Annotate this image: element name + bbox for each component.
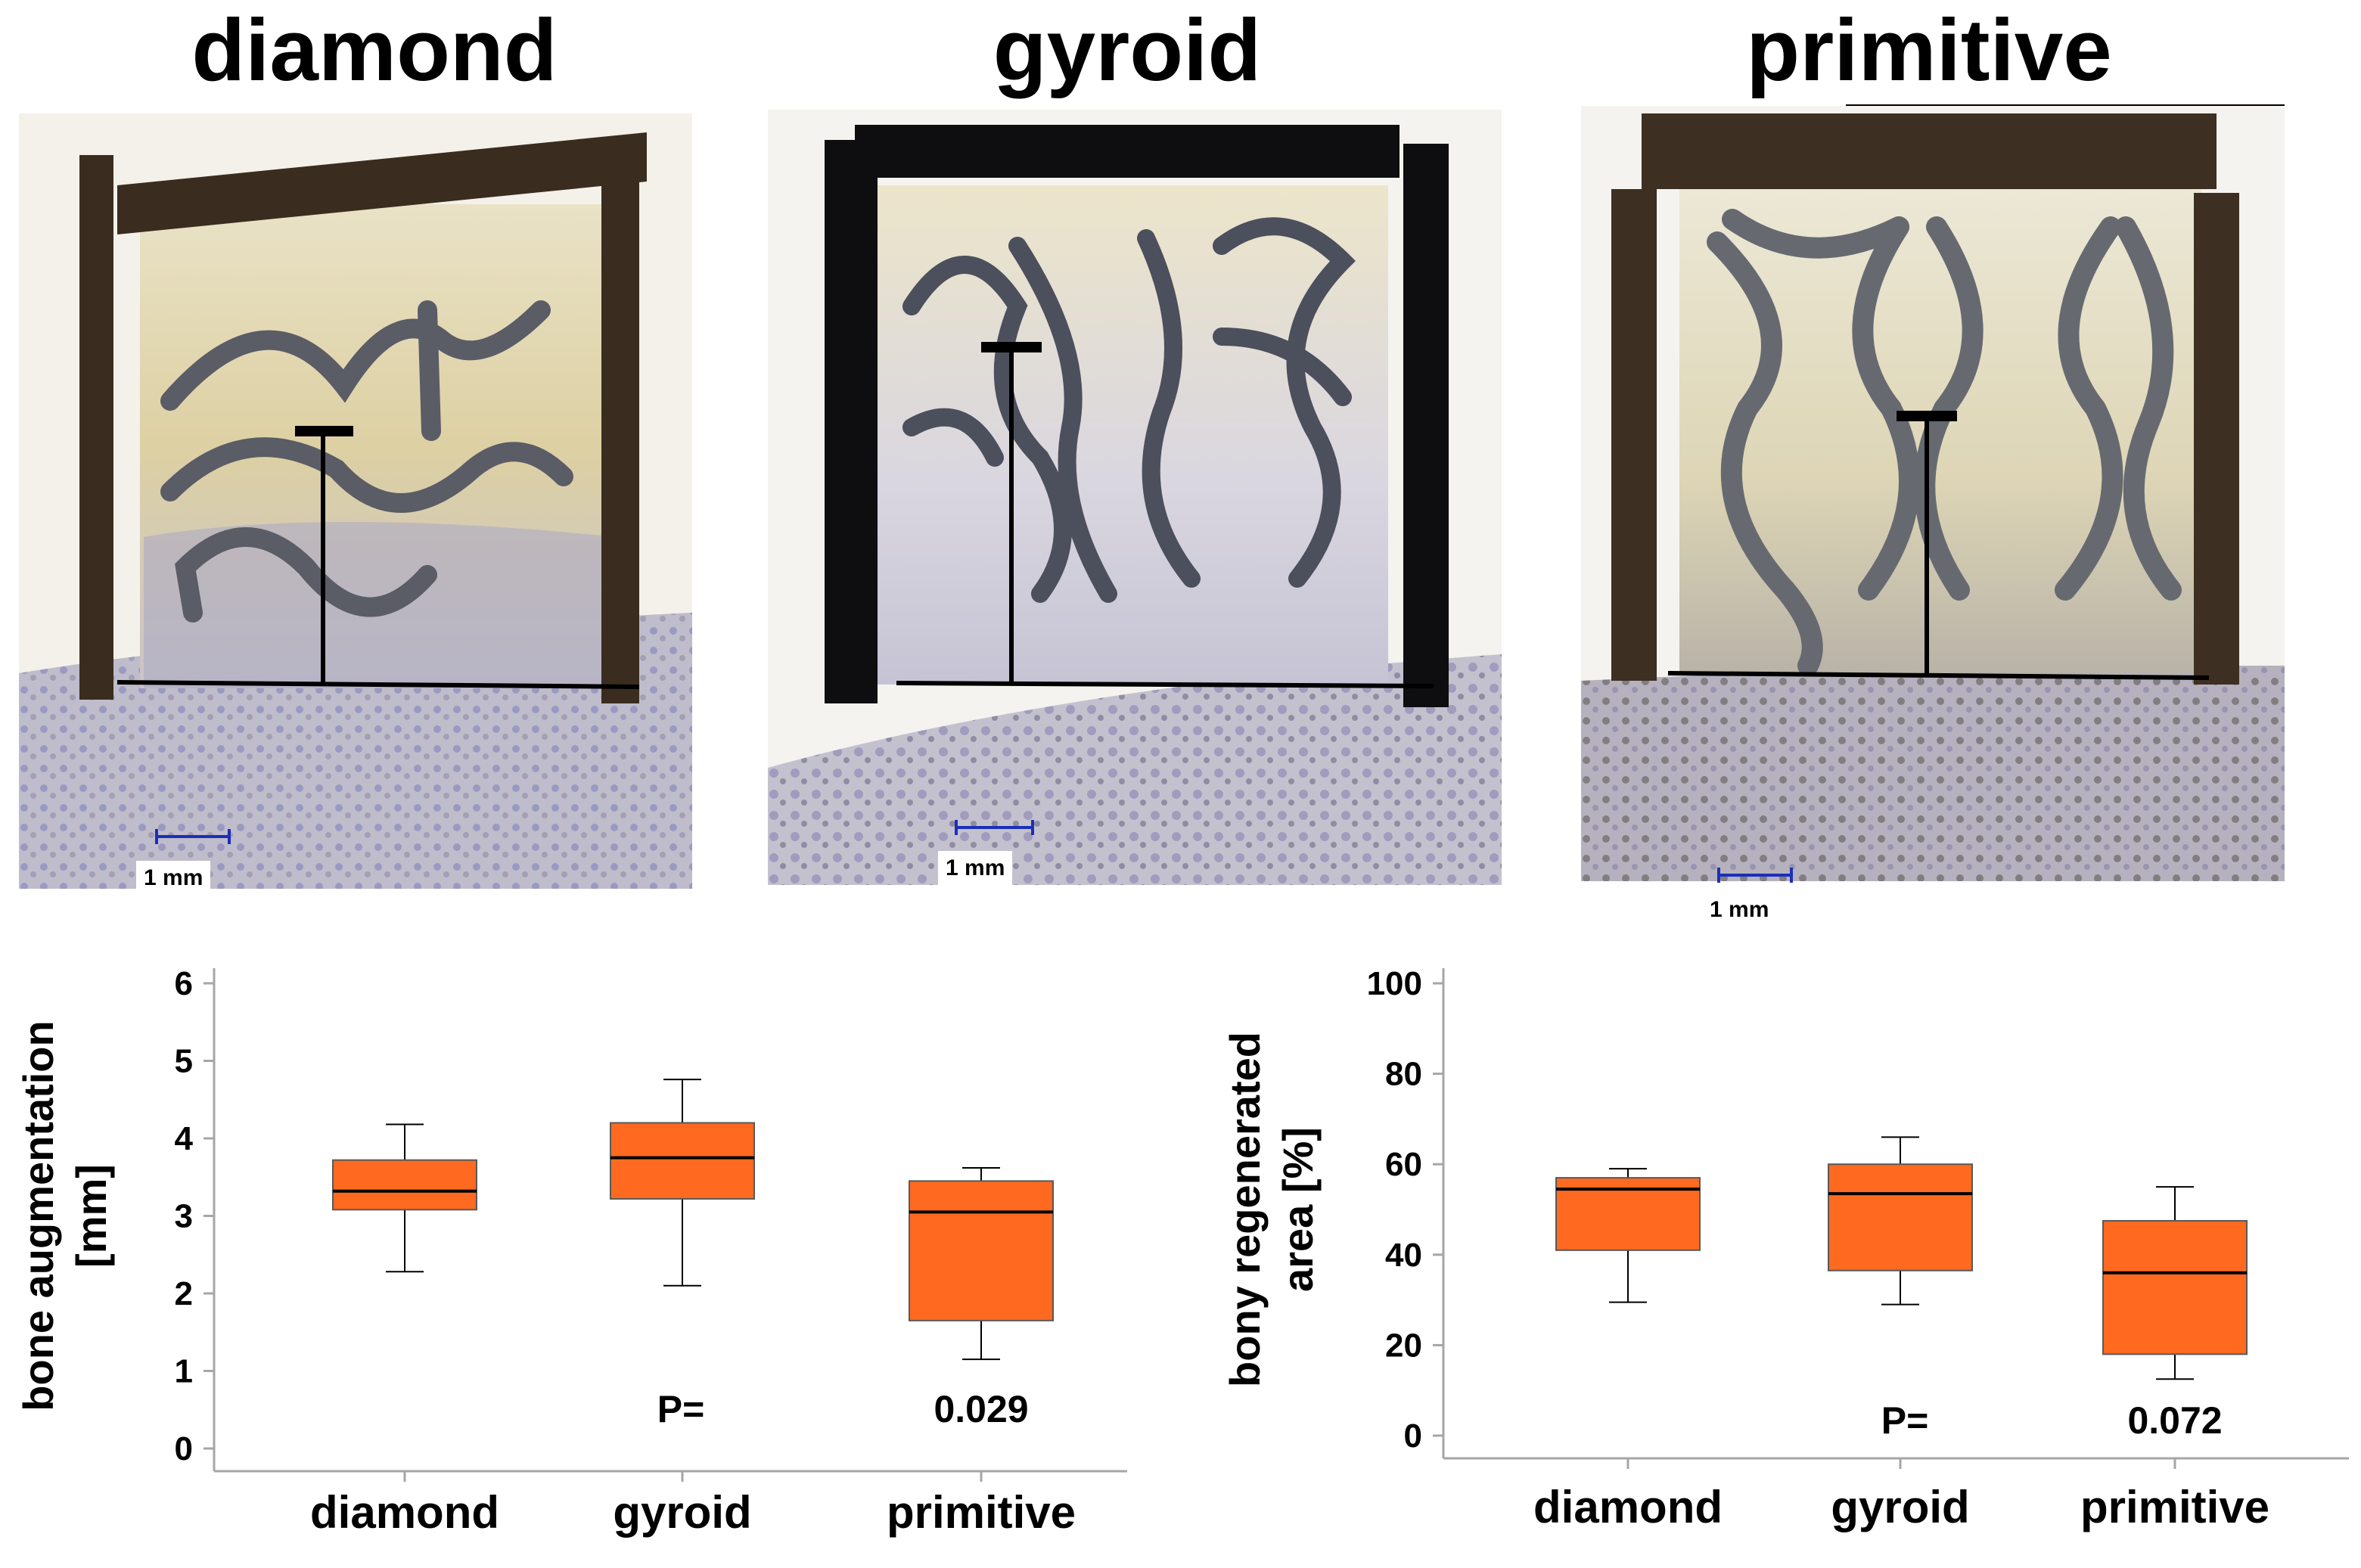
box-primitive — [2102, 1219, 2248, 1355]
box-gyroid — [610, 1122, 755, 1200]
p-label: P= — [657, 1388, 705, 1430]
box-gyroid — [1828, 1163, 1973, 1271]
x-tick-label: gyroid — [613, 1487, 751, 1538]
scale-bar-gyroid — [955, 820, 1034, 835]
scale-bar-primitive — [1717, 868, 1793, 883]
y-tick-label: 100 — [1367, 965, 1422, 1002]
baseline-marker — [1667, 671, 2210, 680]
scale-label-primitive: 1 mm — [1702, 893, 1777, 927]
frame-left-wall — [825, 140, 878, 703]
y-tick-label: 5 — [175, 1043, 193, 1080]
y-tick-label: 0 — [1404, 1417, 1422, 1455]
panel-title-gyroid: gyroid — [993, 1, 1262, 99]
x-tick-label: primitive — [887, 1487, 1076, 1538]
frame-left-wall — [1611, 189, 1657, 681]
p-value: 0.029 — [934, 1388, 1028, 1430]
y-axis-label: [mm] — [67, 1164, 115, 1268]
scale-bar-diamond — [155, 829, 231, 844]
box-chart-bone-augmentation: 0 1 2 3 4 5 6 diamond gyroid primitive bone augmen… — [14, 965, 1127, 1538]
p-label: P= — [1881, 1399, 1929, 1442]
y-axis-label: area [%] — [1274, 1127, 1322, 1292]
x-tick-label: diamond — [310, 1487, 499, 1538]
micrograph-gyroid — [768, 110, 1502, 885]
y-tick-label: 6 — [175, 965, 193, 1002]
x-tick-label: primitive — [2080, 1482, 2269, 1532]
y-tick-label: 4 — [175, 1120, 194, 1157]
frame-top-plate — [1642, 113, 2217, 189]
y-tick-label: 2 — [175, 1275, 193, 1312]
y-tick-label: 60 — [1385, 1146, 1422, 1183]
x-tick-label: gyroid — [1831, 1482, 1969, 1532]
scaffold-struts — [902, 217, 1356, 603]
frame-right-wall — [1403, 144, 1449, 707]
scale-label-diamond: 1 mm — [136, 861, 211, 896]
p-value: 0.072 — [2127, 1399, 2222, 1442]
micrograph-diamond — [19, 113, 692, 889]
frame-left-wall — [79, 155, 113, 700]
x-tick-label: diamond — [1533, 1482, 1723, 1532]
y-tick-label: 80 — [1385, 1056, 1422, 1093]
panel-title-diamond: diamond — [191, 1, 558, 99]
frame-right-wall — [2194, 193, 2239, 685]
frame-right-wall — [601, 159, 639, 703]
y-axis-label: bony regenerated — [1221, 1032, 1269, 1387]
y-axis-label: bone augmentation — [14, 1020, 62, 1411]
box-primitive — [909, 1180, 1054, 1321]
box-chart-bony-regenerated-area: 0 20 40 60 80 100 diamond gyroid primitive bony r… — [1221, 965, 2349, 1532]
y-tick-label: 1 — [175, 1353, 193, 1390]
frame-top-plate — [855, 125, 1400, 178]
y-tick-label: 3 — [175, 1198, 193, 1235]
frame-top-plate — [117, 132, 647, 234]
scaffold-struts — [1707, 209, 2182, 676]
y-tick-label: 0 — [175, 1430, 193, 1467]
y-tick-label: 20 — [1385, 1327, 1422, 1364]
micrograph-primitive — [1581, 106, 2285, 881]
scaffold-struts — [160, 300, 573, 623]
baseline-marker — [116, 680, 640, 689]
scale-label-gyroid: 1 mm — [938, 851, 1013, 886]
panel-title-primitive: primitive — [1746, 1, 2112, 99]
y-tick-label: 40 — [1385, 1237, 1422, 1274]
baseline-marker — [896, 681, 1434, 688]
box-diamond — [332, 1159, 477, 1211]
